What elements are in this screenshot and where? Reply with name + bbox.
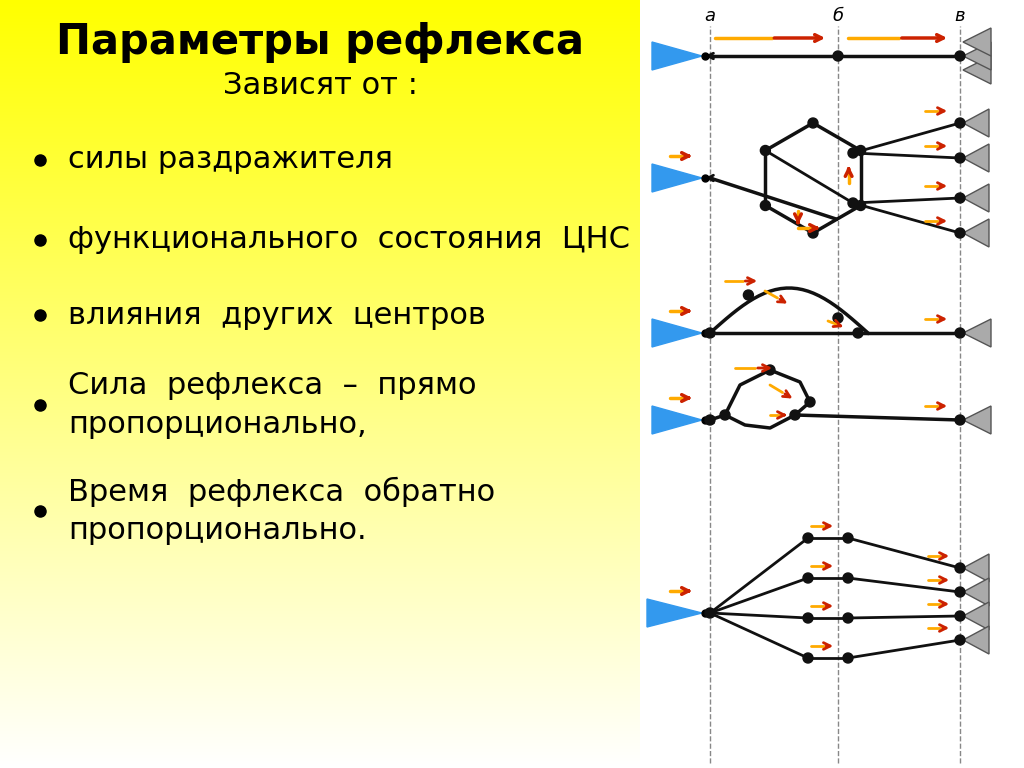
Polygon shape: [963, 554, 989, 582]
Circle shape: [808, 228, 818, 238]
Circle shape: [955, 193, 965, 203]
Polygon shape: [963, 219, 989, 247]
Circle shape: [808, 118, 818, 128]
Circle shape: [856, 145, 865, 155]
Polygon shape: [963, 56, 991, 84]
Polygon shape: [963, 42, 991, 70]
Polygon shape: [963, 28, 991, 56]
Polygon shape: [963, 144, 989, 172]
Polygon shape: [652, 319, 702, 347]
Text: Параметры рефлекса: Параметры рефлекса: [56, 21, 584, 63]
Circle shape: [805, 397, 815, 407]
Text: б: б: [833, 7, 844, 25]
Circle shape: [803, 573, 813, 583]
Circle shape: [848, 148, 858, 158]
Polygon shape: [963, 602, 989, 630]
Circle shape: [743, 290, 754, 300]
Circle shape: [843, 653, 853, 663]
Circle shape: [843, 573, 853, 583]
Circle shape: [955, 635, 965, 645]
Circle shape: [790, 410, 800, 420]
Circle shape: [705, 415, 715, 425]
Polygon shape: [963, 319, 991, 347]
Circle shape: [955, 118, 965, 128]
Text: влияния  других  центров: влияния других центров: [68, 300, 485, 329]
Text: Время  рефлекса  обратно
пропорционально.: Время рефлекса обратно пропорционально.: [68, 477, 496, 545]
Circle shape: [705, 608, 715, 618]
Circle shape: [833, 51, 843, 61]
Circle shape: [705, 328, 715, 338]
Circle shape: [955, 415, 965, 425]
Circle shape: [853, 328, 863, 338]
Circle shape: [955, 153, 965, 163]
Circle shape: [955, 328, 965, 338]
Circle shape: [803, 533, 813, 543]
Circle shape: [843, 613, 853, 623]
Text: Сила  рефлекса  –  прямо
пропорционально,: Сила рефлекса – прямо пропорционально,: [68, 372, 476, 439]
Polygon shape: [652, 164, 702, 192]
Bar: [640, 0, 1024, 768]
Text: а: а: [705, 7, 716, 25]
Polygon shape: [963, 109, 989, 137]
Circle shape: [761, 145, 770, 155]
Polygon shape: [963, 578, 989, 606]
Polygon shape: [652, 42, 702, 70]
Circle shape: [720, 410, 730, 420]
Polygon shape: [963, 406, 991, 434]
Text: силы раздражителя: силы раздражителя: [68, 145, 393, 174]
Circle shape: [765, 365, 775, 375]
Circle shape: [955, 611, 965, 621]
Circle shape: [761, 200, 770, 210]
Circle shape: [955, 51, 965, 61]
Polygon shape: [652, 406, 702, 434]
Polygon shape: [963, 184, 989, 212]
Circle shape: [955, 587, 965, 597]
Circle shape: [803, 653, 813, 663]
Circle shape: [843, 533, 853, 543]
Text: в: в: [954, 7, 966, 25]
Circle shape: [955, 563, 965, 573]
Polygon shape: [963, 626, 989, 654]
Circle shape: [848, 198, 858, 208]
Circle shape: [803, 613, 813, 623]
Polygon shape: [647, 599, 702, 627]
Text: функционального  состояния  ЦНС: функционального состояния ЦНС: [68, 226, 630, 254]
Circle shape: [833, 313, 843, 323]
Circle shape: [856, 200, 865, 210]
Circle shape: [955, 228, 965, 238]
Text: Зависят от :: Зависят от :: [222, 71, 418, 101]
